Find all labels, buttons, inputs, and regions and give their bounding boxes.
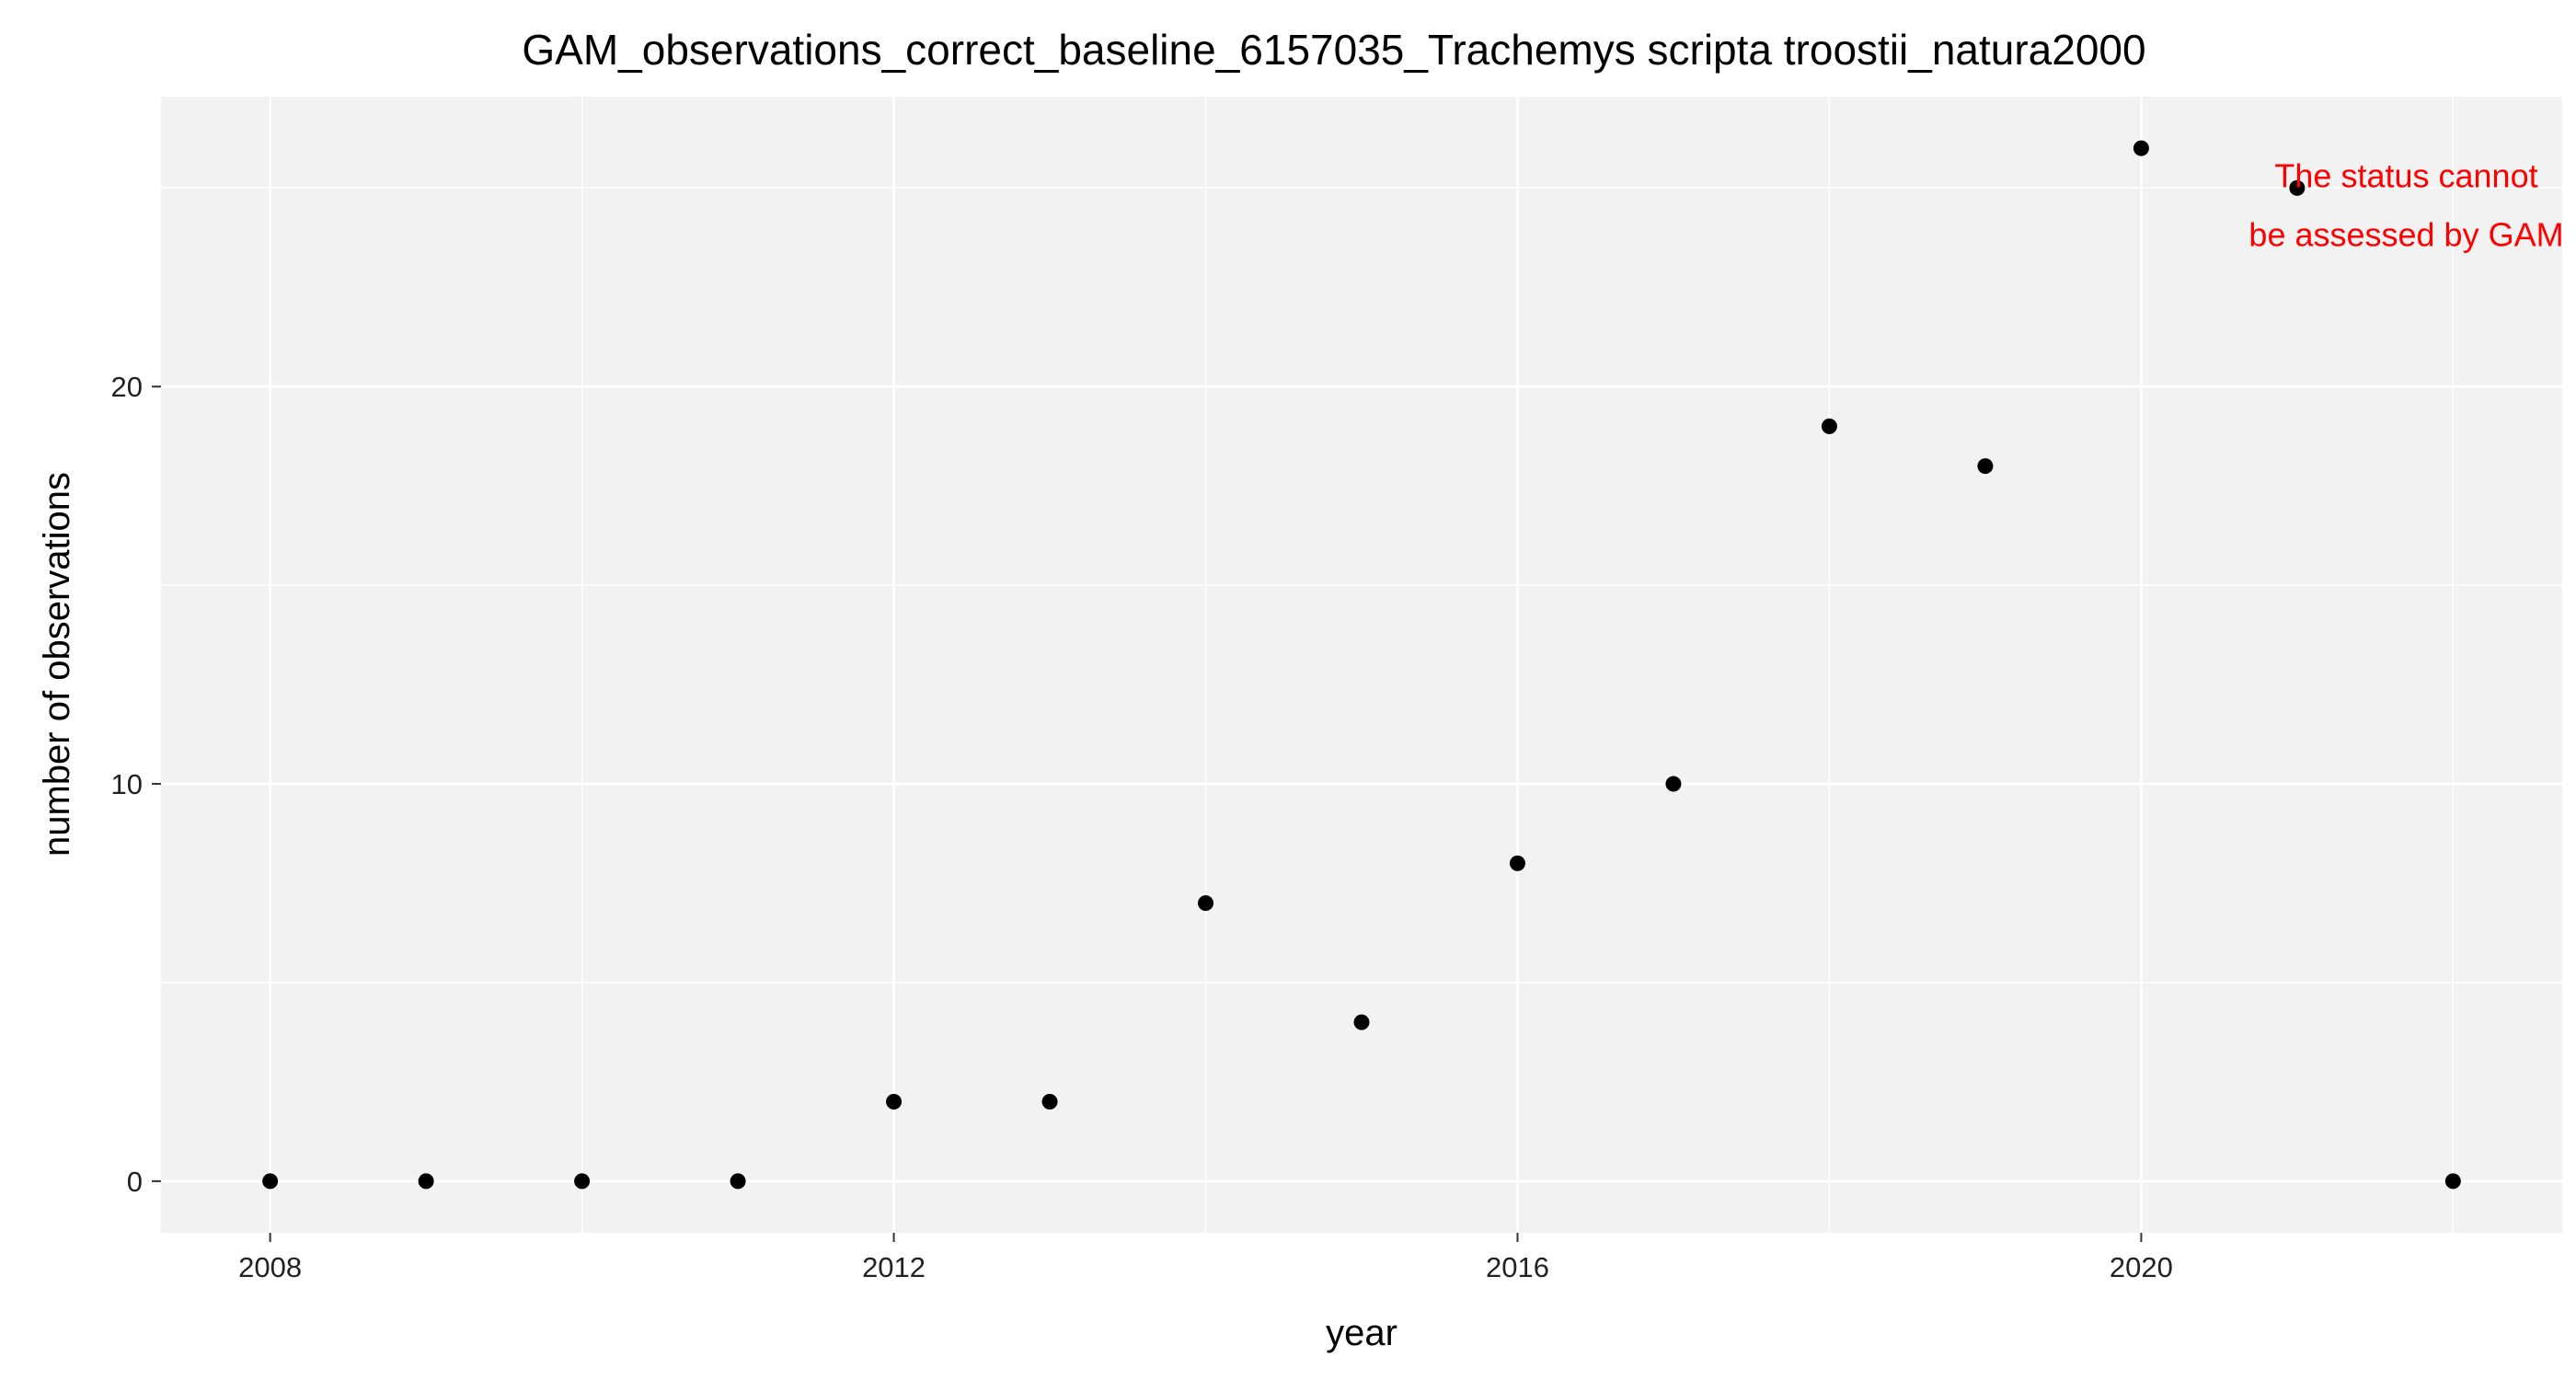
data-point: [574, 1173, 591, 1190]
data-point: [1977, 458, 1994, 475]
x-axis: 2008 2012 2016 2020: [238, 1233, 2173, 1283]
x-tick-label: 2008: [238, 1251, 302, 1283]
x-tick-label: 2016: [1486, 1251, 1549, 1283]
y-axis: 0 10 20: [111, 371, 161, 1198]
y-tick-label: 10: [111, 768, 143, 800]
data-point: [730, 1173, 746, 1190]
data-point: [418, 1173, 434, 1190]
data-point: [886, 1094, 903, 1110]
data-point: [262, 1173, 279, 1190]
data-point: [1509, 855, 1525, 871]
x-tick-label: 2020: [2110, 1251, 2173, 1283]
annotation-line: be assessed by GAM: [2248, 215, 2563, 253]
data-point: [2444, 1173, 2461, 1190]
y-axis-title: number of observations: [37, 472, 77, 857]
data-point: [1041, 1094, 1058, 1110]
data-point: [2289, 179, 2306, 196]
annotation: The status cannot be assessed by GAM: [2248, 156, 2563, 253]
data-point: [1353, 1014, 1370, 1030]
grid-major: [161, 97, 2562, 1233]
chart-title: GAM_observations_correct_baseline_615703…: [522, 26, 2145, 74]
data-point: [1665, 776, 1682, 792]
y-tick-label: 0: [127, 1166, 143, 1198]
x-tick-label: 2012: [862, 1251, 926, 1283]
y-tick-label: 20: [111, 371, 143, 403]
data-point: [1821, 418, 1837, 434]
data-point: [2133, 140, 2149, 156]
annotation-line: The status cannot: [2274, 156, 2537, 194]
data-point: [1198, 895, 1214, 912]
x-axis-title: year: [1326, 1313, 1397, 1353]
grid-minor: [161, 97, 2562, 1233]
plot-panel: [161, 97, 2562, 1233]
data-points: [262, 140, 2461, 1190]
